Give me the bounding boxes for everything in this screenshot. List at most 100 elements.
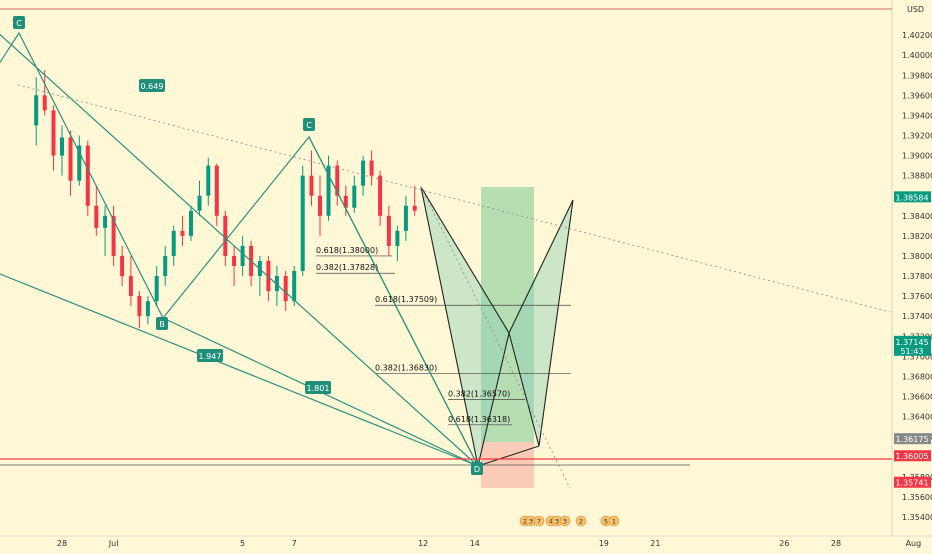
candle-body <box>206 165 211 196</box>
price-tick: 1.39400 <box>902 111 932 120</box>
time-tick: 28 <box>831 539 841 548</box>
candle-body <box>240 245 245 266</box>
price-tag <box>894 433 931 445</box>
harmonic-lines <box>420 186 574 467</box>
candle-body <box>51 110 56 156</box>
dotted-channel-lower <box>420 186 571 489</box>
harmonic-pattern-right[interactable] <box>509 200 573 446</box>
pattern-point-label: C <box>306 121 312 130</box>
price-tick: 1.37800 <box>902 272 932 281</box>
candle-body <box>34 95 39 126</box>
price-tag-text: 1.36175 <box>895 435 928 444</box>
event-badge[interactable] <box>559 515 571 527</box>
candle-body <box>137 296 142 317</box>
event-badge[interactable] <box>608 515 620 527</box>
price-tag <box>894 476 931 488</box>
candle-body <box>309 175 314 196</box>
price-tick: 1.40200 <box>902 31 932 40</box>
pattern-point-badge[interactable] <box>471 462 483 475</box>
candle-body <box>197 195 202 211</box>
candle-body <box>111 215 116 256</box>
pattern-point-label: D <box>474 465 480 474</box>
pattern-point-badge[interactable] <box>156 317 168 330</box>
price-tick: 1.35600 <box>902 493 932 502</box>
time-tick: 5 <box>240 539 245 548</box>
dotted-lines <box>17 84 891 489</box>
price-tick: 1.39800 <box>902 71 932 80</box>
price-tick: 1.38800 <box>902 172 932 181</box>
candle-body <box>214 165 219 216</box>
candle-body <box>274 276 279 292</box>
candle-body <box>361 160 366 186</box>
harmonic-pattern-left[interactable] <box>421 187 509 466</box>
harmonic-xa <box>420 186 510 334</box>
pattern-point-label: B <box>159 320 165 329</box>
pattern-point-label: C <box>16 19 22 28</box>
candle-body <box>171 230 176 256</box>
price-tick: 1.40000 <box>902 51 932 60</box>
candle-body <box>120 255 125 277</box>
event-badge-count: 3 <box>563 518 567 526</box>
ratio-badge[interactable] <box>197 349 223 362</box>
fib-level-label: 0.382(1.36570) <box>448 390 510 399</box>
event-badge-count: 1 <box>612 518 616 526</box>
event-badge[interactable] <box>575 515 587 527</box>
candle-body <box>68 137 73 181</box>
ratio-badge[interactable] <box>305 381 331 394</box>
candle-body <box>223 215 228 256</box>
ratio-badge[interactable] <box>139 79 165 92</box>
ratio-label: 1.801 <box>307 384 330 393</box>
time-tick: 14 <box>470 539 480 548</box>
event-badge-count: 3 <box>555 518 559 526</box>
candle-body <box>386 215 391 246</box>
candle-body <box>163 255 168 277</box>
price-tick: 1.38400 <box>902 212 932 221</box>
price-tick: 1.36800 <box>902 372 932 381</box>
time-tick: 12 <box>418 539 428 548</box>
candle-body <box>189 210 193 236</box>
ratio-label: 0.649 <box>141 82 164 91</box>
fib-level-label: 0.618(1.38000) <box>316 246 378 255</box>
harmonic-bc <box>477 445 540 467</box>
event-badge-count: 4 <box>549 518 553 526</box>
time-tick: Jul <box>108 539 119 548</box>
candle-body <box>283 276 288 302</box>
fib-level-label: 0.382(1.37828) <box>316 263 378 272</box>
xb-line <box>0 33 479 467</box>
candle-body <box>154 276 159 302</box>
pattern-point-badge[interactable] <box>13 16 25 29</box>
price-tag <box>894 191 931 203</box>
price-tick: 1.38200 <box>902 232 932 241</box>
event-badge[interactable] <box>533 515 545 527</box>
candle-body <box>103 215 108 228</box>
harmonic-ab <box>508 199 574 334</box>
event-badge-count: 7 <box>537 518 541 526</box>
candle-body <box>180 230 185 236</box>
lower-diag <box>0 273 479 467</box>
candle-body <box>85 145 90 206</box>
candle-body <box>60 137 64 156</box>
price-tag-text: 1.36005 <box>895 452 928 461</box>
price-tick: 1.36400 <box>902 413 932 422</box>
dotted-channel-upper <box>17 84 891 313</box>
candle-body <box>335 165 340 196</box>
candle-body <box>369 160 374 176</box>
candle-body <box>326 165 331 216</box>
pattern-point-badge[interactable] <box>303 118 315 131</box>
event-badge-count: 2 <box>523 518 527 526</box>
price-tick: 1.36600 <box>902 393 932 402</box>
candle-body <box>42 95 47 111</box>
time-axis[interactable]: 28Jul57121419212628Aug911 <box>57 539 932 548</box>
candle-body <box>352 185 357 208</box>
price-tick: 1.39000 <box>902 152 932 161</box>
fib-level-label: 0.382(1.36830) <box>375 363 437 372</box>
candles <box>34 70 417 329</box>
candle-body <box>128 276 133 297</box>
candle-body <box>94 205 99 228</box>
candle-body <box>395 230 400 246</box>
event-badge-count: 3 <box>529 518 533 526</box>
